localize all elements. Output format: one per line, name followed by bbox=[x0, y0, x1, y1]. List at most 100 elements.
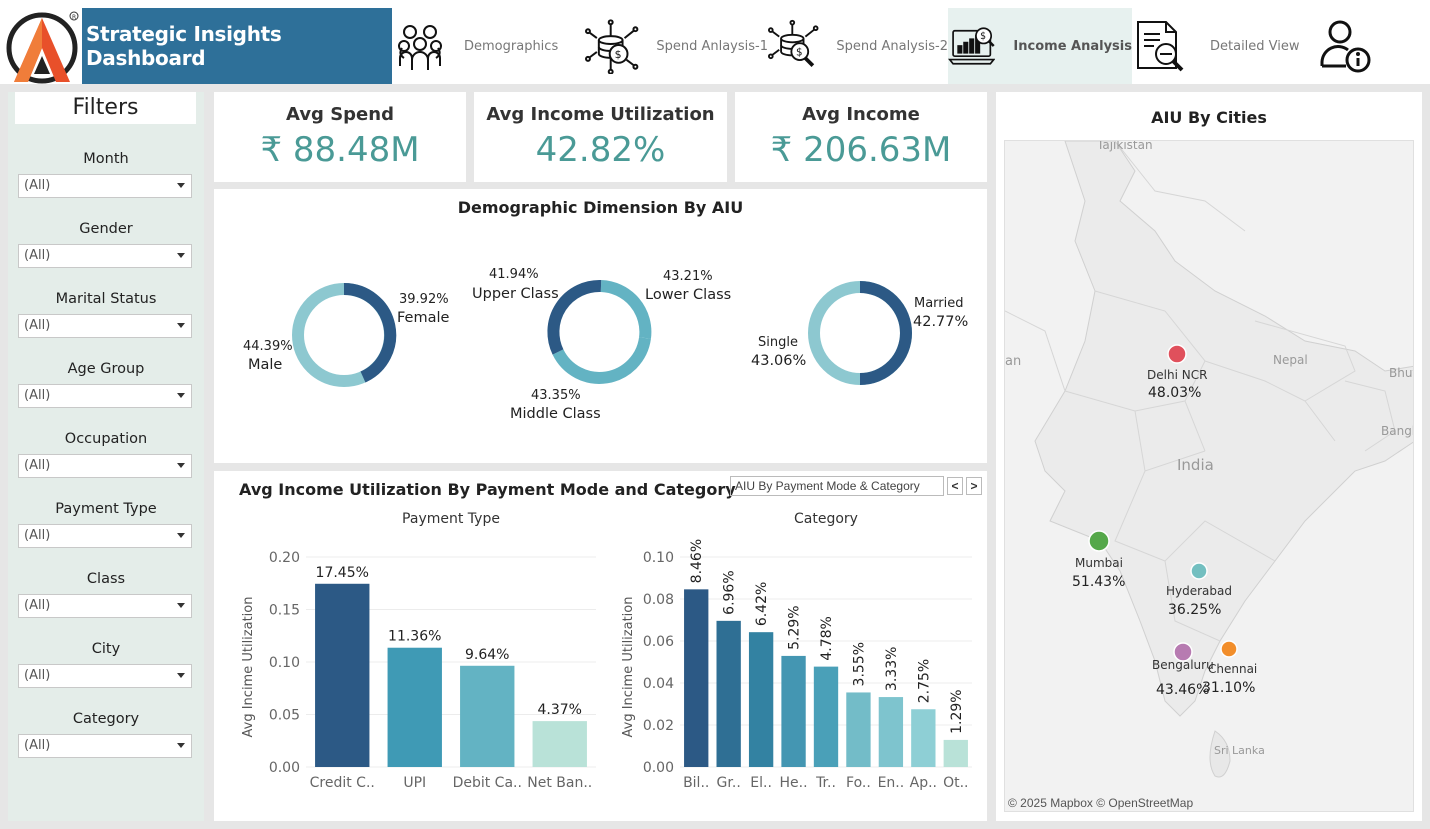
x-tick-label: Ot.. bbox=[943, 775, 968, 791]
map-attribution: © 2025 Mapbox © OpenStreetMap bbox=[1008, 796, 1194, 810]
data-label: 6.42% bbox=[754, 582, 770, 626]
next-sheet-button[interactable]: > bbox=[966, 477, 982, 495]
filter-marital-status-dropdown[interactable]: (All) bbox=[18, 314, 192, 338]
bar bbox=[748, 632, 774, 767]
filter-label-occupation: Occupation bbox=[64, 431, 148, 447]
gender-donut[interactable] bbox=[286, 277, 402, 393]
dropdown-value: (All) bbox=[24, 528, 51, 543]
map-place-label: Bangla bbox=[1381, 424, 1414, 438]
data-label: 9.64% bbox=[465, 647, 509, 663]
map-card: AIU By Cities Tajikistan an Nepal Bhut bbox=[996, 92, 1422, 821]
map-title: AIU By Cities bbox=[1151, 108, 1267, 127]
x-tick-label: Net Ban.. bbox=[527, 775, 592, 791]
male-label: Male bbox=[248, 357, 283, 373]
map-place-label: Sri Lanka bbox=[1214, 744, 1265, 757]
nav-spend-analysis-2[interactable]: $ Spend Analysis-2 bbox=[768, 8, 948, 84]
filters-title: Filters bbox=[15, 92, 196, 124]
filter-age-group-dropdown[interactable]: (All) bbox=[18, 384, 192, 408]
nav-label: Spend Analysis-2 bbox=[836, 38, 948, 54]
filter-label-age-group: Age Group bbox=[67, 361, 145, 377]
middle-class-pct: 43.35% bbox=[531, 388, 581, 403]
bar bbox=[532, 721, 587, 767]
prev-sheet-button[interactable]: < bbox=[947, 477, 963, 495]
y-tick-label: 0.04 bbox=[643, 676, 674, 692]
x-tick-label: Bil.. bbox=[683, 775, 709, 791]
female-pct: 39.92% bbox=[399, 292, 449, 307]
map-canvas[interactable]: Tajikistan an Nepal Bhut Bangla India Sr… bbox=[1004, 140, 1414, 812]
dropdown-value: (All) bbox=[24, 738, 51, 753]
city-value: 43.46% bbox=[1156, 682, 1209, 698]
dropdown-value: (All) bbox=[24, 598, 51, 613]
city-name: Hyderabad bbox=[1166, 584, 1232, 598]
map-place-label: Tajikistan bbox=[1096, 141, 1153, 152]
single-label: Single bbox=[758, 335, 798, 350]
chevron-down-icon bbox=[177, 183, 185, 188]
filter-class-dropdown[interactable]: (All) bbox=[18, 594, 192, 618]
filters-panel: Filters Month (All) Gender (All) Marital… bbox=[8, 92, 204, 821]
nav-user-info[interactable] bbox=[1318, 8, 1378, 84]
filter-category-dropdown[interactable]: (All) bbox=[18, 734, 192, 758]
data-label: 4.37% bbox=[538, 702, 582, 718]
header-bar: R Strategic Insights Dashboard Demograph… bbox=[0, 0, 1430, 88]
male-pct: 44.39% bbox=[243, 339, 293, 354]
chevron-down-icon bbox=[177, 673, 185, 678]
filter-gender-dropdown[interactable]: (All) bbox=[18, 244, 192, 268]
y-tick-label: 0.06 bbox=[643, 634, 674, 650]
x-tick-label: Ap.. bbox=[910, 775, 937, 791]
dashboard-title-box: Strategic Insights Dashboard bbox=[82, 8, 392, 84]
svg-text:$: $ bbox=[796, 46, 803, 58]
class-donut[interactable] bbox=[543, 274, 659, 390]
donut-segment-female[interactable] bbox=[343, 282, 397, 383]
nav-income-analysis[interactable]: $ Income Analysis bbox=[948, 8, 1132, 84]
x-tick-label: Credit C.. bbox=[310, 775, 375, 791]
kpi-title: Avg Income Utilization bbox=[486, 104, 715, 125]
y-tick-label: 0.10 bbox=[643, 550, 674, 566]
data-label: 1.29% bbox=[949, 689, 965, 733]
kpi-value: ₹ 88.48M bbox=[260, 130, 420, 170]
kpi-title: Avg Income bbox=[802, 104, 920, 125]
payment-type-chart: Payment Type Avg Incime Utilization 0.00 0.… bbox=[241, 511, 596, 791]
bar bbox=[846, 692, 871, 767]
sheet-selector[interactable]: AIU By Payment Mode & Category bbox=[730, 476, 944, 496]
city-name: Mumbai bbox=[1075, 556, 1123, 570]
city-marker-bengaluru[interactable] bbox=[1173, 642, 1193, 662]
nav-detailed-view[interactable]: Detailed View bbox=[1132, 8, 1312, 84]
donut-segment-middle-class[interactable] bbox=[552, 336, 651, 384]
bar bbox=[716, 620, 741, 767]
nav-spend-analysis-1[interactable]: $ Spend Anlaysis-1 bbox=[585, 8, 768, 84]
chevron-down-icon bbox=[177, 743, 185, 748]
female-label: Female bbox=[397, 310, 450, 326]
filter-month-dropdown[interactable]: (All) bbox=[18, 174, 192, 198]
y-tick-label: 0.15 bbox=[269, 603, 300, 619]
nav-demographics[interactable]: Demographics bbox=[392, 8, 575, 84]
single-pct: 43.06% bbox=[751, 353, 807, 369]
kpi-card-avg-spend: Avg Spend ₹ 88.48M bbox=[214, 92, 466, 182]
city-marker-hyderabad[interactable] bbox=[1190, 562, 1208, 580]
filter-city-dropdown[interactable]: (All) bbox=[18, 664, 192, 688]
dropdown-value: (All) bbox=[24, 178, 51, 193]
chevron-down-icon bbox=[177, 393, 185, 398]
map-place-label: Nepal bbox=[1273, 353, 1308, 367]
bar bbox=[943, 739, 968, 767]
filter-occupation-dropdown[interactable]: (All) bbox=[18, 454, 192, 478]
dropdown-value: (All) bbox=[24, 248, 51, 263]
data-label: 6.96% bbox=[722, 570, 738, 614]
city-marker-chennai[interactable] bbox=[1220, 640, 1238, 658]
city-marker-mumbai[interactable] bbox=[1088, 530, 1110, 552]
donut-segment-upper-class[interactable] bbox=[547, 279, 602, 355]
filter-label-gender: Gender bbox=[79, 221, 133, 237]
nav-label: Detailed View bbox=[1210, 38, 1300, 54]
donut-segment-lower-class[interactable] bbox=[600, 280, 652, 339]
document-search-icon bbox=[1137, 21, 1184, 72]
donut-segment-married[interactable] bbox=[859, 281, 912, 385]
nav-label: Income Analysis bbox=[1013, 38, 1132, 54]
middle-class-label: Middle Class bbox=[510, 406, 601, 422]
kpi-card-avg-income: Avg Income ₹ 206.63M bbox=[735, 92, 987, 182]
payment-category-card: Avg Income Utilization By Payment Mode a… bbox=[214, 471, 987, 821]
marital-donut[interactable] bbox=[802, 275, 918, 391]
filter-payment-type-dropdown[interactable]: (All) bbox=[18, 524, 192, 548]
data-label: 3.55% bbox=[851, 642, 867, 686]
map-place-label: Bhut bbox=[1389, 366, 1414, 380]
people-group-icon bbox=[398, 25, 442, 70]
city-marker-delhi[interactable] bbox=[1167, 344, 1187, 364]
